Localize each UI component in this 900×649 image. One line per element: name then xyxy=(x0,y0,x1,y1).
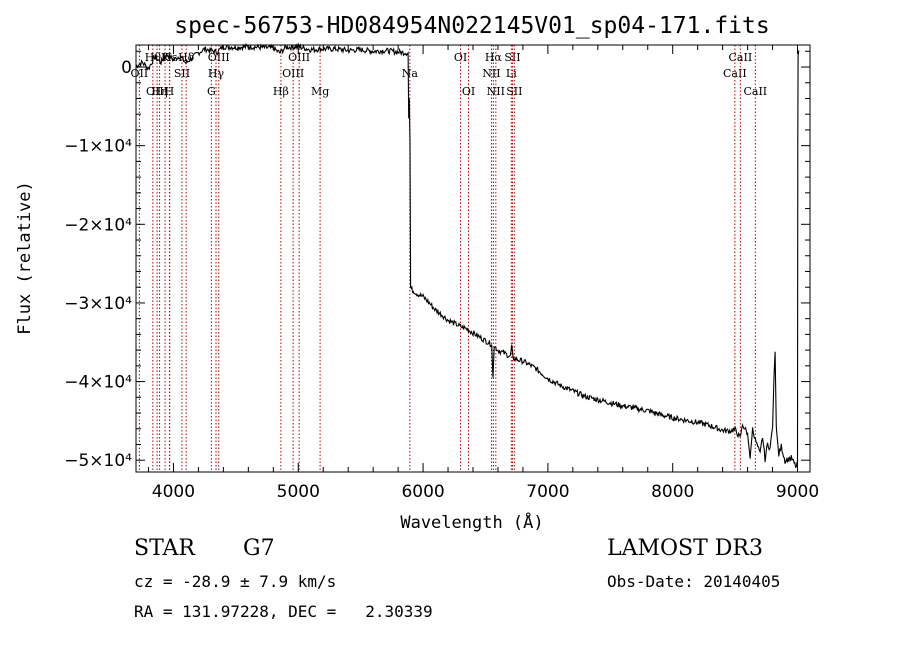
line-marker-label-23: SII xyxy=(504,51,520,64)
line-marker-label-24: SII xyxy=(506,85,522,98)
plot-frame xyxy=(135,44,811,473)
x-tick-label-4: 8000 xyxy=(651,482,694,502)
line-marker-label-27: CaII xyxy=(743,85,767,98)
redshift-velocity: cz = -28.9 ± 7.9 km/s xyxy=(134,572,337,591)
line-marker-label-22: Li xyxy=(506,67,517,80)
line-marker-label-14: OIII xyxy=(288,51,310,64)
x-tick-label-3: 7000 xyxy=(526,482,569,502)
line-marker-label-20: Hα xyxy=(485,51,503,64)
line-marker-label-7: OII xyxy=(131,67,149,80)
line-marker-label-12: Hβ xyxy=(273,85,289,98)
y-tick-label-0: 0 xyxy=(121,58,132,78)
object-subclass: G7 xyxy=(243,536,275,561)
chart-title: spec-56753-HD084954N022145V01_sp04-171.f… xyxy=(174,13,769,39)
line-marker-label-6: SII xyxy=(174,67,190,80)
line-markers: HθHηKHHεHδSIIOIIOIIIGHγOIIIHβOIIIOIIIMgN… xyxy=(131,45,767,472)
y-tick-label-2: −2×10⁴ xyxy=(64,215,132,235)
x-tick-label-0: 4000 xyxy=(152,482,195,502)
observation-date: Obs-Date: 20140405 xyxy=(607,572,781,591)
line-marker-label-8: OIII xyxy=(146,85,168,98)
line-marker-label-17: OI xyxy=(454,51,467,64)
axis-labels: 4000 5000 6000 7000 8000 9000 0 −1×10⁴ −2×10⁴ −3×… xyxy=(64,58,819,502)
line-marker-label-9: G xyxy=(207,85,216,98)
x-axis-label: Wavelength (Å) xyxy=(400,511,543,533)
x-tick-label-1: 5000 xyxy=(277,482,320,502)
line-marker-label-15: Mg xyxy=(311,85,329,98)
x-tick-label-5: 9000 xyxy=(776,482,819,502)
line-marker-label-25: CaII xyxy=(723,67,747,80)
line-marker-label-10: Hγ xyxy=(208,67,225,80)
series-line-0 xyxy=(135,42,800,469)
line-marker-label-18: OI xyxy=(462,85,475,98)
line-marker-label-26: CaII xyxy=(729,51,753,64)
survey-name: LAMOST DR3 xyxy=(607,536,763,561)
x-tick-label-2: 6000 xyxy=(401,482,444,502)
object-class: STAR xyxy=(134,536,195,561)
ra-dec-coordinates: RA = 131.97228, DEC = 2.30339 xyxy=(134,602,433,621)
axes xyxy=(135,44,811,473)
line-marker-label-1: Hη xyxy=(151,85,167,98)
y-tick-label-5: −5×10⁴ xyxy=(64,451,132,471)
y-tick-label-4: −4×10⁴ xyxy=(64,373,132,393)
y-axis-label: Flux (relative) xyxy=(15,181,35,335)
line-marker-label-19: NII xyxy=(482,67,500,80)
line-marker-label-13: OIII xyxy=(282,67,304,80)
line-marker-label-16: Na xyxy=(402,67,419,80)
line-marker-label-5: Hδ xyxy=(178,51,195,64)
y-tick-label-1: −1×10⁴ xyxy=(64,137,132,157)
line-marker-label-21: NII xyxy=(487,85,505,98)
y-tick-label-3: −3×10⁴ xyxy=(64,294,132,314)
series-layer xyxy=(135,42,800,469)
line-marker-label-11: OIII xyxy=(208,51,230,64)
